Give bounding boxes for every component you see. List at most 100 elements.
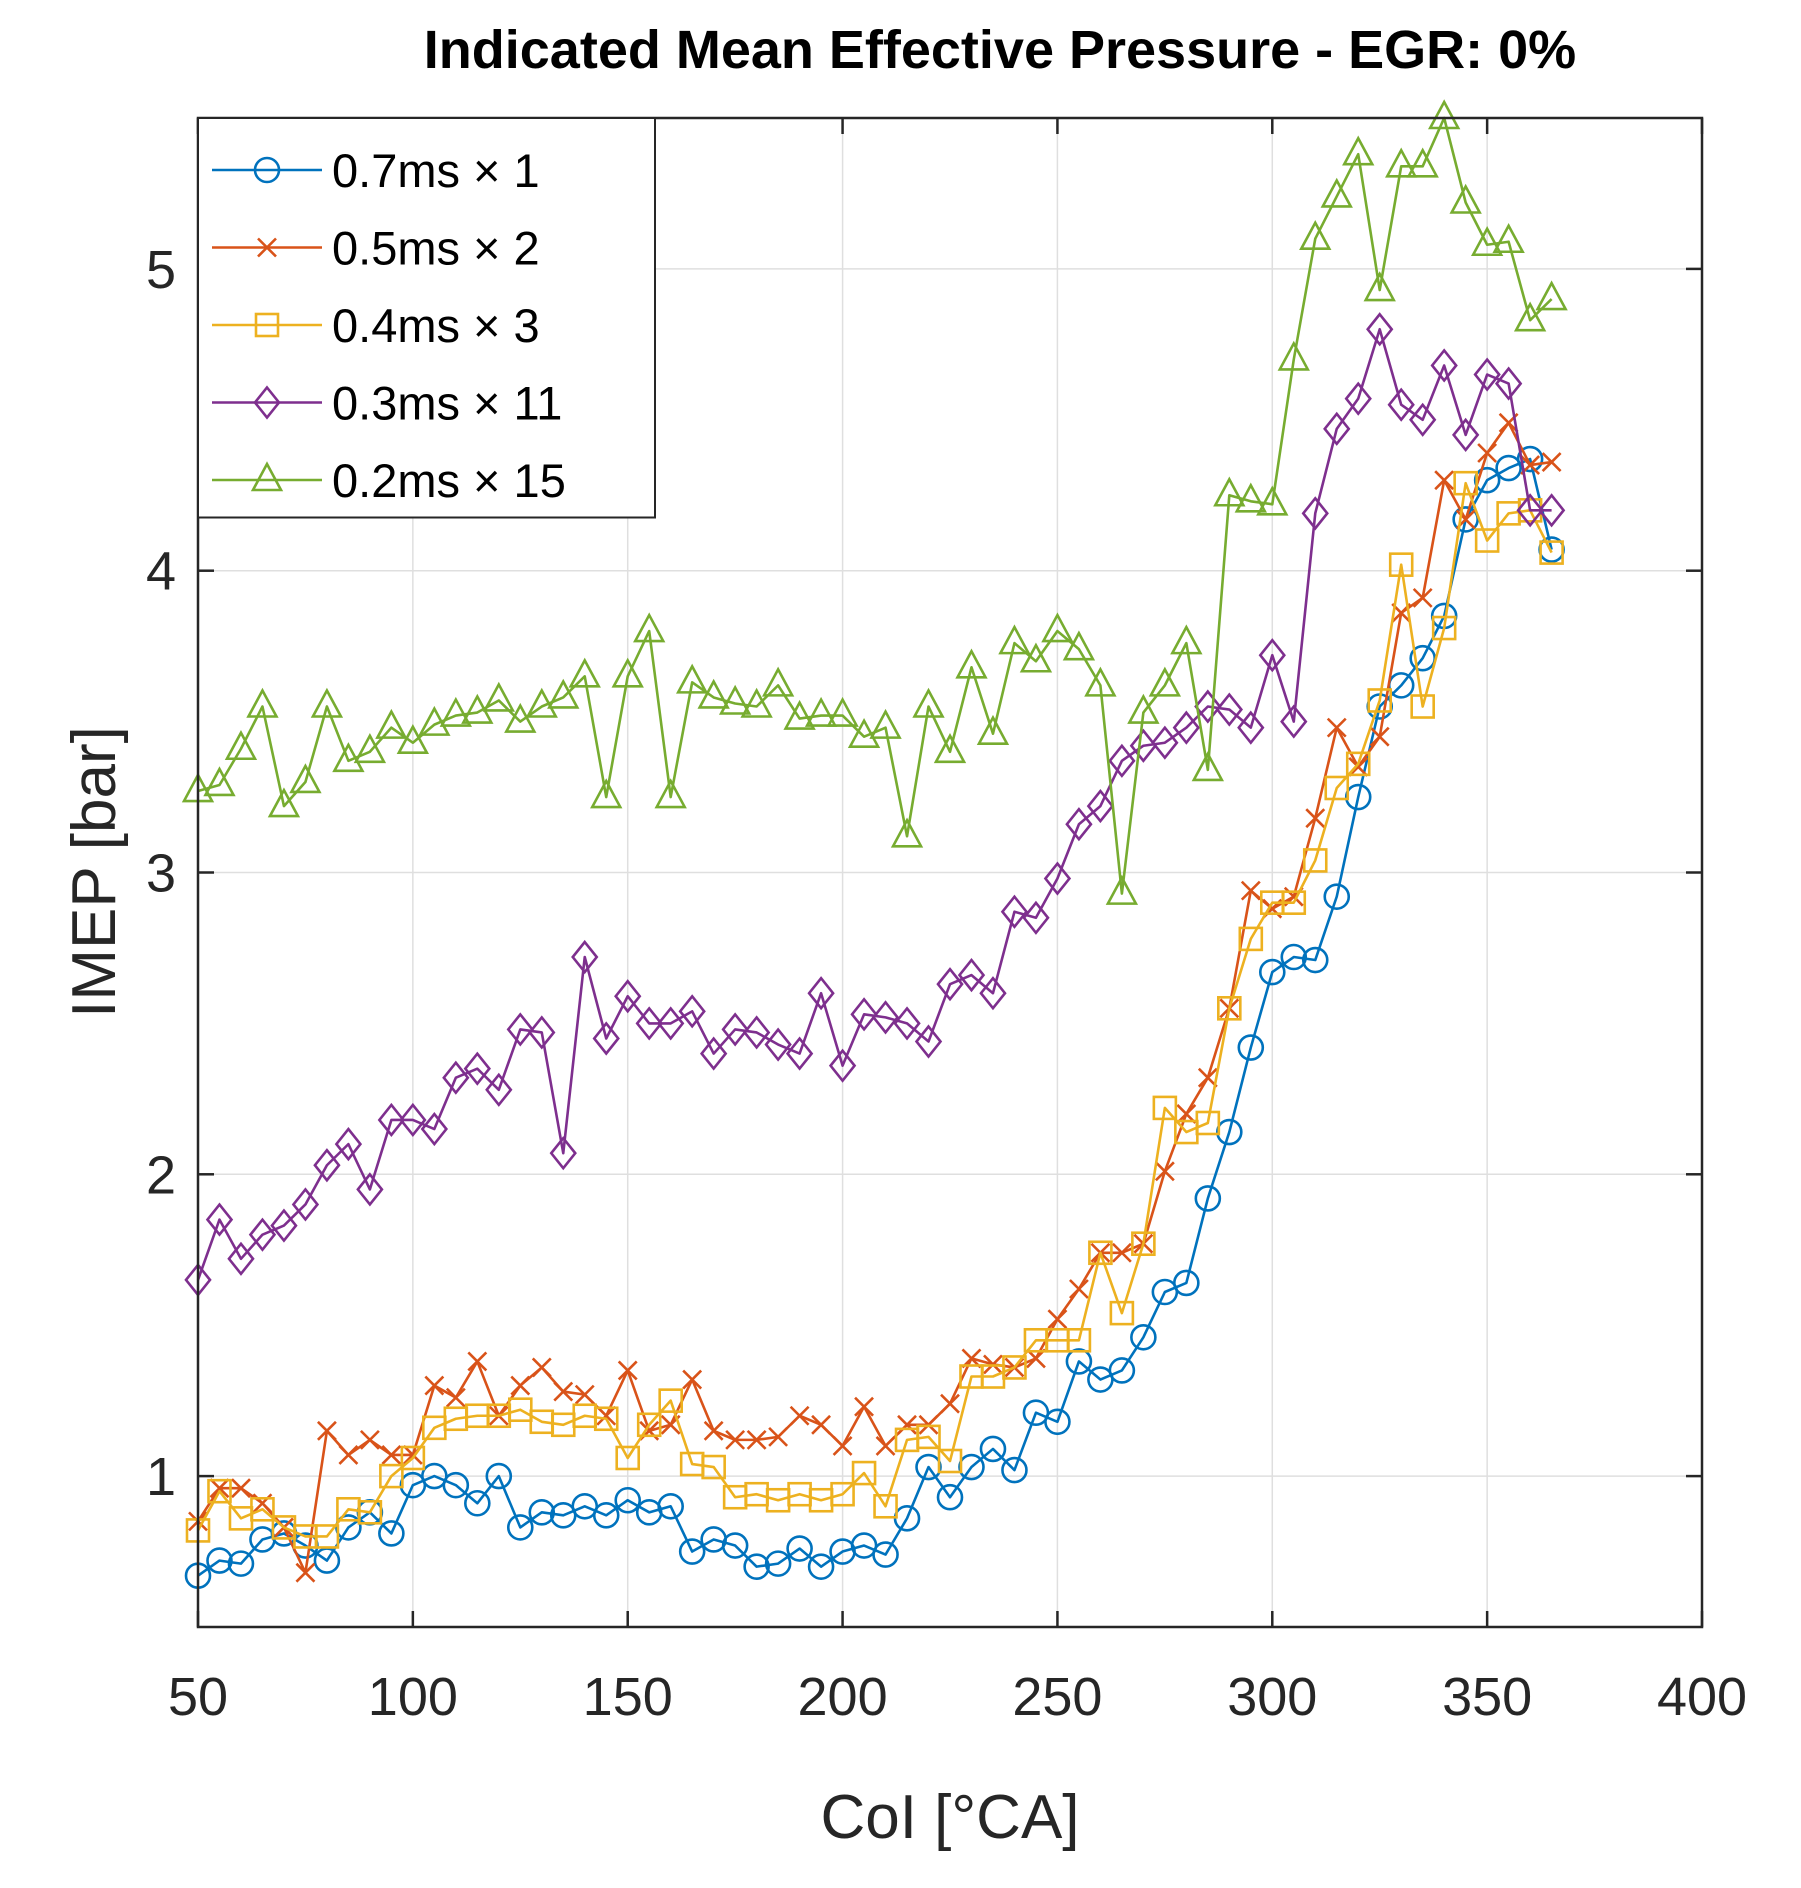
data-point bbox=[209, 1478, 230, 1499]
data-point bbox=[807, 976, 835, 1011]
data-point bbox=[1065, 807, 1093, 842]
data-point bbox=[1451, 417, 1480, 452]
data-point bbox=[1088, 1240, 1113, 1266]
data-point bbox=[871, 1000, 900, 1035]
data-point bbox=[1105, 874, 1139, 905]
x-tick-label: 350 bbox=[1442, 1667, 1532, 1727]
legend-item: 0.2ms × 15 bbox=[212, 454, 566, 507]
data-point bbox=[1369, 726, 1390, 747]
data-point bbox=[957, 958, 986, 993]
data-point bbox=[940, 1393, 960, 1414]
data-point bbox=[658, 1388, 683, 1413]
data-point bbox=[1215, 692, 1243, 727]
data-point bbox=[1109, 1300, 1135, 1326]
data-point bbox=[1409, 402, 1437, 437]
data-point bbox=[206, 1547, 233, 1574]
data-point bbox=[295, 1562, 316, 1583]
data-point bbox=[1240, 880, 1261, 901]
data-point bbox=[1019, 642, 1053, 673]
x-tick-label: 50 bbox=[168, 1667, 228, 1727]
data-point bbox=[1301, 946, 1329, 974]
data-point bbox=[248, 1217, 277, 1252]
legend-item: 0.5ms × 2 bbox=[212, 222, 540, 275]
data-point bbox=[958, 1453, 985, 1481]
data-point bbox=[396, 723, 430, 755]
data-point bbox=[611, 657, 644, 688]
data-point bbox=[1154, 1161, 1175, 1182]
data-point bbox=[998, 624, 1031, 655]
axis-ticks: 50 100 150 200 250 300 350 400 1 2 3 4 5 bbox=[146, 118, 1747, 1727]
data-point bbox=[1258, 958, 1286, 986]
legend-item: 0.4ms × 3 bbox=[212, 299, 540, 352]
data-point bbox=[1237, 710, 1265, 745]
data-point bbox=[1256, 485, 1289, 516]
data-point bbox=[1127, 693, 1160, 724]
data-point bbox=[270, 1208, 298, 1243]
data-point bbox=[359, 1429, 380, 1450]
legend-item: 0.7ms × 1 bbox=[212, 144, 540, 197]
data-point bbox=[378, 1520, 405, 1547]
data-point bbox=[267, 787, 301, 818]
data-point bbox=[1473, 466, 1501, 494]
data-point bbox=[847, 717, 881, 748]
data-point bbox=[1068, 1279, 1089, 1299]
data-point bbox=[916, 1424, 941, 1450]
data-point bbox=[678, 1538, 706, 1565]
data-point bbox=[893, 1006, 921, 1041]
data-point bbox=[1430, 348, 1458, 383]
data-point bbox=[804, 696, 838, 727]
plot-series bbox=[181, 99, 1568, 1589]
data-point bbox=[482, 681, 515, 712]
data-point bbox=[571, 939, 599, 975]
legend-box bbox=[197, 117, 656, 519]
data-point bbox=[1320, 177, 1353, 208]
data-point bbox=[528, 1499, 556, 1526]
data-point bbox=[721, 1532, 749, 1559]
data-point bbox=[1194, 689, 1222, 724]
data-point bbox=[1406, 147, 1439, 178]
data-point bbox=[1172, 710, 1201, 745]
data-point bbox=[912, 687, 945, 718]
data-point bbox=[1427, 99, 1461, 130]
data-point bbox=[811, 1414, 832, 1435]
legend-marker bbox=[254, 312, 280, 338]
data-point bbox=[592, 1021, 620, 1056]
data-point bbox=[1129, 728, 1158, 763]
data-point bbox=[1197, 1067, 1218, 1088]
data-point bbox=[936, 1483, 964, 1511]
data-point bbox=[1111, 1242, 1132, 1263]
data-point bbox=[654, 778, 687, 809]
data-point bbox=[227, 1241, 255, 1276]
data-point bbox=[1324, 775, 1350, 801]
data-point bbox=[742, 1015, 771, 1050]
data-point bbox=[335, 1514, 362, 1541]
data-point bbox=[933, 733, 967, 764]
data-point bbox=[568, 657, 601, 688]
data-point bbox=[872, 1541, 899, 1568]
data-point bbox=[678, 994, 706, 1029]
data-point bbox=[399, 1102, 427, 1138]
data-point bbox=[246, 687, 279, 718]
data-point bbox=[1043, 861, 1072, 896]
data-point bbox=[699, 1036, 728, 1071]
data-point bbox=[657, 1006, 685, 1041]
data-point bbox=[1516, 445, 1544, 473]
data-point bbox=[1410, 694, 1435, 719]
data-point bbox=[976, 714, 1010, 745]
x-tick-label: 150 bbox=[583, 1667, 673, 1727]
data-point bbox=[590, 778, 623, 809]
data-point bbox=[1170, 624, 1203, 655]
data-point bbox=[485, 1072, 513, 1107]
data-point bbox=[592, 1502, 620, 1529]
data-point bbox=[1470, 226, 1504, 257]
legend-label: 0.2ms × 15 bbox=[332, 454, 566, 507]
data-point bbox=[1066, 1327, 1092, 1353]
data-point bbox=[1277, 340, 1310, 371]
data-point bbox=[675, 663, 709, 694]
data-point bbox=[313, 1148, 341, 1183]
data-point bbox=[1449, 183, 1482, 214]
data-point bbox=[873, 1493, 898, 1519]
data-point bbox=[593, 1406, 619, 1432]
data-point bbox=[1213, 476, 1246, 507]
data-point bbox=[1000, 894, 1029, 929]
